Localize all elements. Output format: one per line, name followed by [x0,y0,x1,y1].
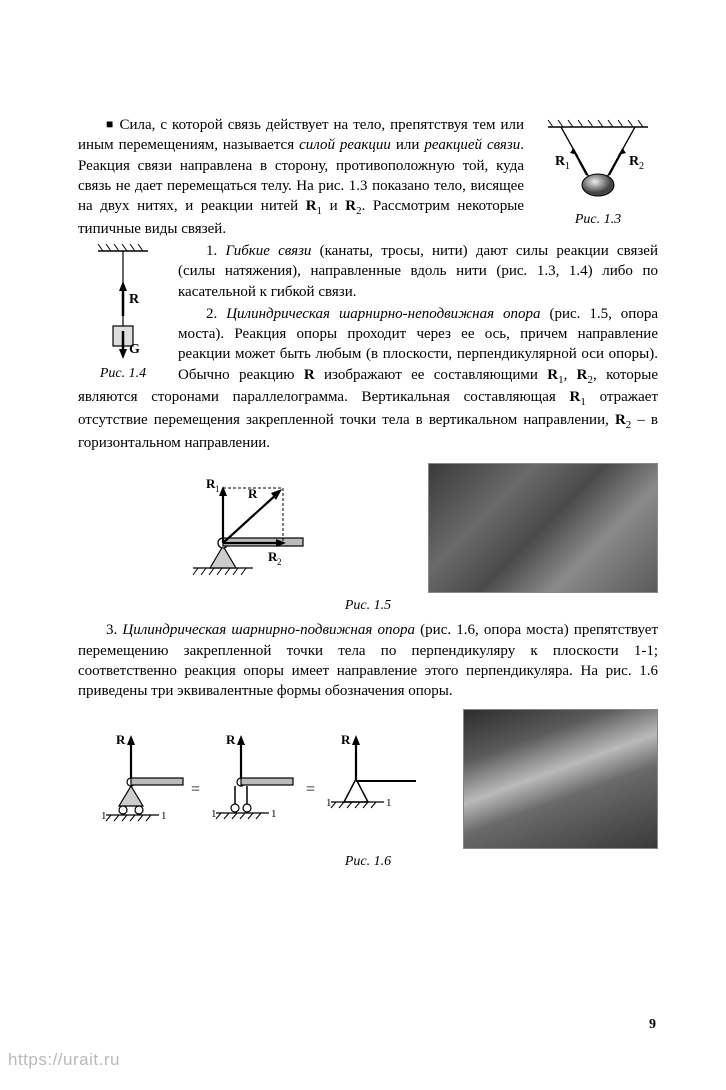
p1-it2: реакцией связи [424,137,520,153]
figure-1-3: R 1 R 2 Рис. 1.3 [538,117,658,230]
p2-num: 1. [206,243,225,259]
figure-1-5: R 1 R R 2 Рис. 1.5 [78,463,658,616]
p3-b: изображают ее составляющими [315,367,548,383]
fig15-photo [428,463,658,593]
fig15-caption: Рис. 1.5 [78,597,658,616]
fig14-caption: Рис. 1.4 [78,365,168,384]
svg-text:1: 1 [101,810,107,822]
svg-text:R: R [129,292,140,307]
svg-text:1: 1 [211,808,217,820]
svg-text:R: R [116,732,126,747]
fig13-caption: Рис. 1.3 [538,211,658,230]
svg-text:R: R [248,486,258,501]
fig14-svg: R G [93,241,153,361]
svg-text:1: 1 [271,808,277,820]
svg-text:2: 2 [277,557,282,567]
fig16-diagram: R 1 1 = R [91,724,431,834]
svg-text:G: G [129,342,140,357]
paragraph-4: 3. Цилиндрическая шарнирно-подвижная опо… [78,620,658,701]
svg-text:R: R [226,732,236,747]
page-number: 9 [649,1016,656,1035]
fig16-photo [463,709,658,849]
svg-text:R: R [341,732,351,747]
fig16-caption: Рис. 1.6 [78,853,658,872]
figure-1-6: R 1 1 = R [78,709,658,872]
svg-text:1: 1 [161,810,167,822]
p3-r2: R [577,367,588,383]
svg-text:2: 2 [639,161,644,172]
fig13-svg: R 1 R 2 [543,117,653,207]
p1-r2: R [345,198,356,214]
p3-num: 2. [206,306,226,322]
svg-text:=: = [306,781,315,798]
p4-it: Цилиндрическая шарнирно-подвижная опора [122,622,415,638]
p1-r1: R [306,198,317,214]
figure-1-4: R G Рис. 1.4 [78,241,168,384]
p3-r1b: R [570,389,581,405]
svg-text:=: = [191,781,200,798]
watermark: https://urait.ru [8,1049,120,1072]
p4-num: 3. [106,622,122,638]
p3-it: Цилиндрическая шарнирно-неподвижная опор… [226,306,540,322]
svg-text:1: 1 [326,797,332,809]
svg-text:1: 1 [565,161,570,172]
svg-text:1: 1 [215,484,220,494]
p1-it1: силой реакции [299,137,391,153]
bullet-square: ■ [106,117,114,131]
p3-r2b: R [615,412,626,428]
p3-r1: R [547,367,558,383]
p3-R: R [304,367,315,383]
p1-mid: или [391,137,424,153]
svg-text:1: 1 [386,797,392,809]
p1-and: и [322,198,345,214]
p2-it: Гибкие связи [225,243,311,259]
p3-r1s: 1 [558,374,564,386]
fig15-diagram: R 1 R R 2 [168,468,318,588]
